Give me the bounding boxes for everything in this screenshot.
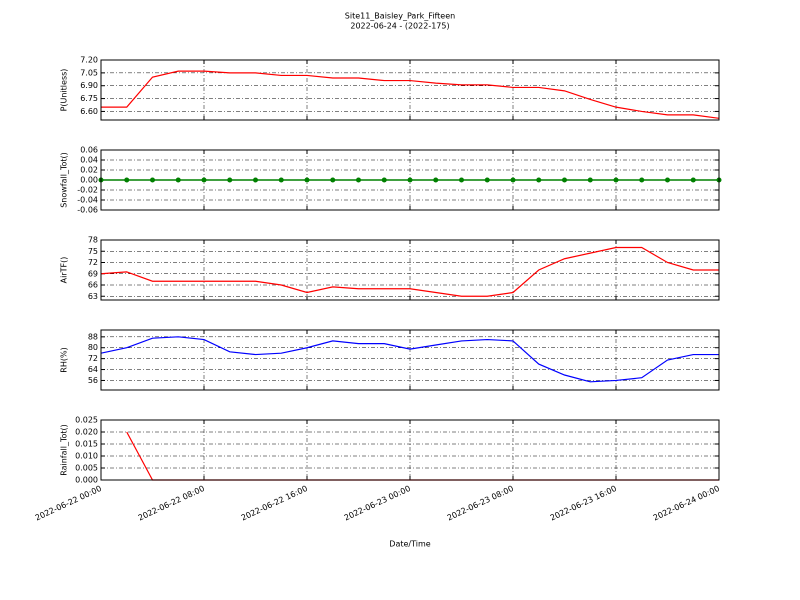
y-tick-label: 56 [88, 376, 98, 385]
data-point [356, 177, 361, 183]
y-tick-label: -0.02 [77, 186, 98, 195]
y-tick-label: 66 [88, 281, 98, 290]
data-line [100, 246, 719, 297]
y-tick-label: 6.60 [80, 107, 98, 116]
y-tick-label: 69 [88, 269, 98, 278]
y-tick-label: 0.005 [75, 464, 98, 473]
data-point [407, 177, 413, 183]
data-point [587, 177, 593, 183]
plot-frame [100, 419, 720, 481]
data-point [484, 177, 490, 183]
y-tick-label: 0.04 [80, 156, 98, 165]
x-tick-label: 2022-06-22 16:00 [240, 484, 309, 523]
x-tick-label: 2022-06-23 16:00 [549, 484, 618, 523]
data-point [510, 177, 516, 183]
data-point [330, 177, 336, 183]
y-axis-label: Rainfall_Tot() [60, 424, 69, 476]
y-tick-label: 6.90 [80, 81, 98, 90]
plot-frame [100, 149, 720, 211]
data-point [665, 177, 670, 183]
y-tick-label: -0.06 [77, 206, 98, 215]
data-line [101, 70, 720, 119]
data-point [124, 177, 130, 183]
y-tick-label: 0.015 [75, 440, 98, 449]
y-tick-label: 7.20 [80, 56, 98, 65]
chart-subtitle: 2022-06-24 - (2022-175) [350, 22, 449, 31]
data-point [253, 177, 258, 183]
x-tick-label: 2022-06-23 00:00 [343, 484, 412, 523]
y-tick-label: 80 [88, 343, 98, 352]
y-tick-label: 0.02 [80, 166, 98, 175]
y-tick-label: 64 [88, 365, 98, 374]
y-tick-label: 72 [88, 354, 98, 363]
y-tick-label: -0.04 [77, 196, 98, 205]
y-tick-label: 0.020 [75, 428, 98, 437]
data-point [639, 177, 645, 183]
data-point [613, 177, 619, 183]
chart-title: Site11_Baisley_Park_Fifteen [345, 12, 455, 21]
y-tick-label: 0.000 [75, 476, 98, 485]
y-tick-label: 72 [88, 258, 98, 267]
data-point [690, 177, 696, 183]
data-point [201, 177, 207, 183]
y-tick-label: 78 [88, 236, 98, 245]
y-tick-label: 0.00 [80, 176, 98, 185]
plot-frame [100, 239, 720, 301]
x-tick-label: 2022-06-22 00:00 [34, 484, 103, 523]
y-axis-label: P(Unitless) [60, 69, 69, 112]
y-tick-label: 75 [88, 247, 98, 256]
x-tick-label: 2022-06-24 00:00 [652, 484, 721, 523]
y-tick-label: 7.05 [80, 68, 98, 77]
data-point [459, 177, 464, 183]
y-axis-label: AirTF() [60, 257, 69, 284]
y-tick-label: 0.010 [75, 452, 98, 461]
data-point [227, 177, 233, 183]
y-axis-label: RH(%) [60, 347, 69, 372]
y-tick-label: 0.06 [80, 146, 98, 155]
x-axis-label: Date/Time [389, 540, 430, 549]
y-tick-label: 0.025 [75, 416, 98, 425]
x-tick-label: 2022-06-23 08:00 [446, 484, 515, 523]
data-point [278, 177, 284, 183]
data-point [150, 177, 155, 183]
plot-frame [100, 59, 720, 121]
data-point [536, 177, 542, 183]
x-tick-label: 2022-06-22 08:00 [137, 484, 206, 523]
data-point [381, 177, 387, 183]
y-axis-label: Snowfall_Tot() [60, 152, 69, 208]
plot-frame [100, 329, 720, 391]
y-tick-label: 6.75 [80, 94, 98, 103]
y-tick-label: 88 [88, 332, 98, 341]
data-point [433, 177, 439, 183]
data-point [562, 177, 567, 183]
y-tick-label: 63 [88, 292, 98, 301]
data-line [100, 336, 719, 383]
data-point [304, 177, 310, 183]
data-point [175, 177, 181, 183]
